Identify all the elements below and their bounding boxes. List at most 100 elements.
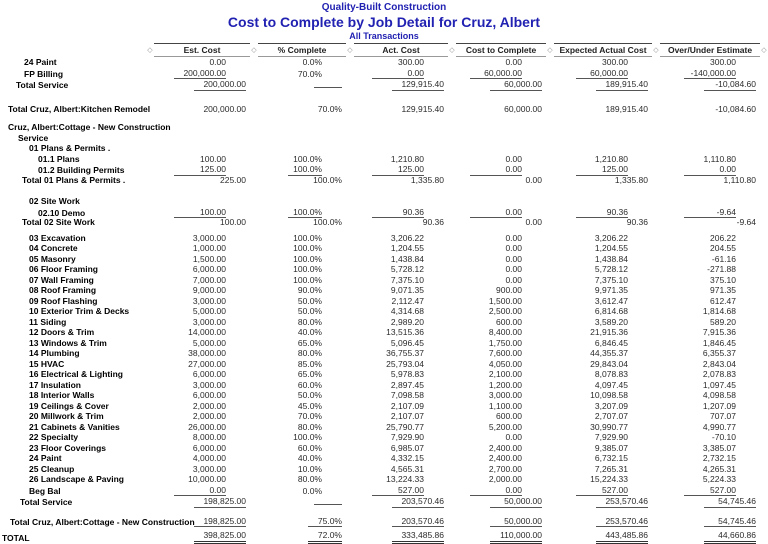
- cell-pct-complete: 65.0%: [297, 337, 322, 348]
- cell-pct-complete: 45.0%: [297, 400, 322, 411]
- cell-est-cost: 10,000.00: [188, 474, 226, 484]
- cell-act-cost: 25,793.04: [386, 358, 424, 369]
- cell-cost-to-complete: 60,000.00: [456, 68, 546, 79]
- cell-pct-complete: 65.0%: [297, 369, 322, 379]
- cell-pct-complete: 100.0%: [293, 264, 322, 274]
- row-label: 05 Masonry: [29, 253, 76, 264]
- row-label: 10 Exterior Trim & Decks: [29, 306, 130, 316]
- cell-expected-actual-cost: 7,375.10: [594, 274, 628, 285]
- table-row: 26 Landscape & Paving 10,000.00 80.0% 13,22…: [0, 474, 768, 485]
- cell-expected-actual-cost: 9,971.35: [594, 285, 628, 295]
- row-label: Total 01 Plans & Permits .: [22, 174, 126, 185]
- row-label: 12 Doors & Trim: [29, 327, 95, 337]
- blank-rule-line: [314, 495, 342, 505]
- cell-expected-actual-cost: 443,485.86: [554, 530, 652, 544]
- cell-pct-complete: 40.0%: [297, 453, 322, 463]
- cell-est-cost: 100.00: [220, 217, 246, 227]
- row-label: 13 Windows & Trim: [29, 337, 107, 348]
- cell-act-cost: 90.36: [354, 207, 448, 218]
- cell-act-cost: 129,915.40: [401, 103, 444, 114]
- cell-pct-complete: 75.0%: [258, 516, 346, 527]
- table-row: 22 Specialty 8,000.00 100.0% 7,929.90 0.00 7,…: [0, 432, 768, 443]
- cell-act-cost: 3,206.22: [390, 232, 424, 243]
- cell-pct-complete: 80.0%: [297, 421, 322, 432]
- cell-over-under-estimate: -271.88: [707, 264, 736, 274]
- cell-est-cost: 200,000.00: [203, 103, 246, 114]
- column-header: % Complete: [258, 43, 346, 57]
- cell-cost-to-complete: 0.00: [525, 174, 542, 185]
- cell-est-cost: 27,000.00: [188, 358, 226, 369]
- cell-act-cost: 13,515.36: [386, 327, 424, 337]
- cell-cost-to-complete: 2,100.00: [488, 369, 522, 379]
- row-label: 11 Siding: [29, 316, 67, 327]
- cell-expected-actual-cost: 1,204.55: [594, 243, 628, 253]
- row-label: Total Cruz, Albert:Kitchen Remodel: [8, 103, 151, 114]
- cell-cost-to-complete: 8,400.00: [488, 327, 522, 337]
- cell-over-under-estimate: 2,078.83: [702, 369, 736, 379]
- row-label: 24 Paint: [29, 453, 62, 463]
- cell-act-cost: 203,570.46: [354, 496, 448, 508]
- cell-pct-complete: [258, 78, 346, 91]
- cell-pct-complete: [258, 495, 346, 508]
- cell-over-under-estimate: 1,207.09: [702, 400, 736, 411]
- cell-expected-actual-cost: 189,915.40: [605, 103, 648, 114]
- row-label: 02 Site Work: [29, 196, 80, 206]
- cell-pct-complete: 10.0%: [297, 463, 322, 474]
- cell-pct-complete: 70.0%: [317, 103, 342, 114]
- cell-cost-to-complete: 0.00: [456, 485, 546, 496]
- cell-expected-actual-cost: 253,570.46: [554, 516, 652, 527]
- row-label: 18 Interior Walls: [29, 390, 95, 400]
- cell-act-cost: 1,210.80: [390, 153, 424, 164]
- cell-est-cost: 3,000.00: [192, 463, 226, 474]
- cell-over-under-estimate: -140,000.00: [660, 68, 760, 79]
- row-label: 17 Insulation: [29, 379, 81, 390]
- cell-act-cost: 5,978.83: [390, 369, 424, 379]
- cell-expected-actual-cost: 44,355.37: [590, 348, 628, 358]
- cell-pct-complete: 100.0%: [293, 253, 322, 264]
- cell-cost-to-complete: 900.00: [496, 285, 522, 295]
- cell-pct-complete: 50.0%: [297, 306, 322, 316]
- cell-est-cost: 26,000.00: [188, 421, 226, 432]
- cell-est-cost: 2,000.00: [192, 400, 226, 411]
- row-label: 16 Electrical & Lighting: [29, 369, 123, 379]
- table-row: 16 Electrical & Lighting 6,000.00 65.0% 5,9…: [0, 369, 768, 380]
- cell-over-under-estimate: -61.16: [711, 253, 736, 264]
- cell-pct-complete: 60.0%: [297, 442, 322, 453]
- cell-pct-complete: 100.0%: [293, 274, 322, 285]
- cell-over-under-estimate: 707.07: [710, 411, 736, 421]
- cell-over-under-estimate: 612.47: [710, 295, 736, 306]
- cell-expected-actual-cost: 10,098.58: [590, 390, 628, 400]
- report-subtitle: All Transactions: [349, 31, 419, 41]
- cell-act-cost: 7,929.90: [390, 432, 424, 442]
- cell-expected-actual-cost: 90.36: [626, 217, 648, 227]
- cell-act-cost: 203,570.46: [354, 516, 448, 527]
- cell-over-under-estimate: -9.64: [736, 217, 756, 227]
- table-row: 14 Plumbing 38,000.00 80.0% 36,755.37 7,600.…: [0, 348, 768, 359]
- row-label: 06 Floor Framing: [29, 264, 98, 274]
- row-label: Total 02 Site Work: [22, 217, 95, 227]
- company-name: Quality-Built Construction: [321, 2, 447, 13]
- cell-est-cost: 9,000.00: [192, 285, 226, 295]
- table-row: 01.1 Plans 100.00 100.0% 1,210.80 0.00 1,210.…: [0, 154, 768, 165]
- table-row: 20 Millwork & Trim 2,000.00 70.0% 2,107.07 6…: [0, 411, 768, 422]
- cell-pct-complete: 100.0%: [258, 207, 346, 218]
- cell-est-cost: 0.00: [209, 57, 226, 67]
- cell-pct-complete: 80.0%: [297, 348, 322, 358]
- row-label: 01.1 Plans: [38, 153, 80, 164]
- table-row: Total Service 198,825.00 203,570.46 50,000.…: [0, 495, 768, 508]
- table-row: 19 Ceilings & Cover 2,000.00 45.0% 2,107.09…: [0, 401, 768, 412]
- cell-cost-to-complete: 7,600.00: [488, 348, 522, 358]
- cell-cost-to-complete: 2,700.00: [488, 463, 522, 474]
- cell-over-under-estimate: 375.10: [710, 274, 736, 285]
- row-label: Cruz, Albert:Cottage - New Construction: [8, 122, 171, 132]
- cell-est-cost: 38,000.00: [188, 348, 226, 358]
- cell-expected-actual-cost: 8,078.83: [594, 369, 628, 379]
- cell-est-cost: 198,825.00: [154, 516, 250, 527]
- report-body: 24 Paint 0.00 0.0% 300.00 0.00 300.00 300.00 FP…: [0, 57, 768, 544]
- cell-over-under-estimate: 3,385.07: [702, 442, 736, 453]
- cell-est-cost: 225.00: [220, 174, 246, 185]
- table-row: Total Cruz, Albert:Cottage - New Constru…: [0, 516, 768, 527]
- cell-over-under-estimate: 54,745.46: [660, 516, 760, 527]
- cell-act-cost: 4,314.68: [390, 306, 424, 316]
- cell-act-cost: 9,071.35: [390, 285, 424, 295]
